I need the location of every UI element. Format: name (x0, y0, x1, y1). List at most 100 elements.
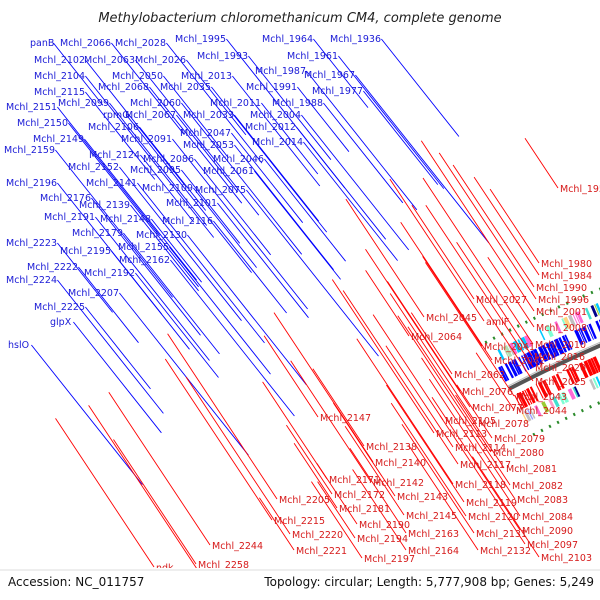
reverse-cog-segment (558, 393, 565, 405)
forward-gene-label: Mchl_2050 (112, 71, 163, 82)
reverse-gene-label: Mchl_2163 (408, 529, 459, 540)
forward-gene-label: Mchl_2047 (180, 128, 231, 139)
reverse-cds-segment (529, 386, 539, 402)
reverse-cog-segment (527, 409, 534, 420)
forward-cds-segment (578, 328, 586, 344)
reverse-gene-label: Mchl_2020 (535, 363, 586, 374)
reverse-gene-label: Mchl_2143 (397, 492, 448, 503)
backbone-arc (508, 343, 600, 391)
reverse-gene-label: Mchl_2244 (212, 541, 263, 552)
reverse-gene-leader (439, 415, 526, 545)
forward-cds-segment (558, 337, 568, 353)
forward-gene-leader (73, 321, 162, 434)
forward-gene-label: Mchl_2091 (121, 134, 172, 145)
reverse-gene-leader (456, 242, 533, 357)
forward-gene-label: Mchl_2152 (68, 162, 119, 173)
reverse-gene-label: Mchl_2062 (454, 370, 505, 381)
forward-gene-label: Mchl_2012 (245, 122, 296, 133)
reverse-gene-label: Mchl_2117 (460, 460, 511, 471)
reverse-gene-label: Mchl_2118 (455, 480, 506, 491)
reverse-gene-leader (431, 396, 521, 531)
forward-gene-label: Mchl_2035 (160, 82, 211, 93)
forward-gene-leader (323, 102, 404, 204)
reverse-gene-label: Mchl_2079 (494, 434, 545, 445)
forward-gene-label: Mchl_2225 (34, 302, 85, 313)
reverse-gene-leader (293, 443, 338, 509)
forward-gene-leader (109, 102, 208, 226)
reverse-cds-segment (571, 366, 581, 382)
reverse-gene-label: Mchl_2064 (411, 332, 462, 343)
reverse-gene-label: Mchl_2205 (279, 495, 330, 506)
forward-gene-leader (172, 138, 308, 310)
forward-cds-segment (582, 325, 592, 342)
reverse-cds-segment (592, 356, 600, 373)
reverse-gene-label: Mchl_2080 (493, 448, 544, 459)
forward-cog-segment (502, 346, 510, 358)
forward-gene-leader (163, 75, 229, 158)
forward-gene-leader (119, 292, 249, 456)
forward-gene-leader (234, 114, 320, 222)
reverse-gene-leader (167, 333, 278, 500)
forward-gene-leader (355, 74, 490, 243)
reverse-gene-label: Mchl_2197 (364, 554, 415, 565)
forward-gene-label: Mchl_2086 (143, 154, 194, 165)
reverse-gene-leader (312, 368, 365, 447)
forward-gene-leader (85, 306, 151, 390)
forward-cog-segment (595, 303, 600, 315)
reverse-gene-leader (428, 378, 521, 517)
forward-gene-leader (181, 102, 303, 255)
forward-gene-label: Mchl_2102 (34, 55, 85, 66)
reverse-gene-leader (389, 178, 485, 322)
forward-gene-leader (78, 266, 139, 343)
reverse-cds-segment (569, 367, 578, 383)
forward-gene-leader (170, 259, 295, 417)
forward-cds-segment (521, 355, 530, 371)
reverse-cds-segment (524, 389, 533, 405)
reverse-gene-leader (386, 384, 465, 503)
reverse-gene-leader (349, 448, 407, 534)
reverse-cog-segment (572, 387, 579, 398)
feature-tracks (497, 303, 600, 423)
forward-cog-segment (567, 314, 576, 327)
reverse-cds-segment (517, 391, 529, 408)
reverse-gene-leader (108, 392, 211, 546)
reverse-gene-label: Mchl_2041 (484, 342, 535, 353)
forward-gene-label: Mchl_2150 (17, 118, 68, 129)
reverse-gene-leader (476, 295, 534, 382)
forward-gene-label: Mchl_2075 (195, 185, 246, 196)
forward-cog-segment (574, 312, 581, 324)
forward-gene-leader (254, 170, 341, 280)
forward-cds-segment (504, 363, 514, 379)
forward-gene-leader (231, 132, 304, 223)
forward-cog-segment (504, 345, 513, 358)
reverse-cds-segment (583, 360, 594, 377)
reverse-gene-leader (88, 405, 197, 568)
forward-gene-leader (248, 55, 332, 160)
forward-gene-leader (149, 86, 243, 204)
reverse-gene-label: Mchl_2045 (426, 313, 477, 324)
reverse-cds-segment (551, 375, 560, 391)
forward-cds-segment (541, 344, 552, 361)
forward-gene-leader (85, 91, 156, 180)
forward-gene-leader (264, 158, 346, 262)
forward-gene-leader (85, 75, 215, 238)
forward-gene-label: Mchl_2061 (203, 166, 254, 177)
reverse-gene-label: Mchl_1953 (560, 184, 600, 195)
forward-gene-leader (176, 114, 239, 193)
reverse-gene-leader (372, 314, 444, 421)
forward-gene-label: Mchl_2109 (142, 183, 193, 194)
reverse-gene-label: Mchl_1984 (541, 271, 592, 282)
reverse-gene-label: Mchl_2138 (366, 442, 417, 453)
reverse-gene-leader (390, 402, 467, 517)
reverse-gene-label: Mchl_2221 (296, 546, 347, 557)
forward-gene-leader (57, 106, 161, 236)
reverse-cog-segment (551, 396, 560, 408)
reverse-cog-segment (567, 388, 576, 400)
forward-gene-label: Mchl_2151 (6, 102, 57, 113)
reverse-gene-label: Mchl_2113 (436, 429, 487, 440)
forward-cog-segment (524, 334, 533, 348)
reverse-gene-label: Mchl_2172 (334, 490, 385, 501)
forward-gene-leader (151, 218, 202, 283)
reverse-cog-segment (523, 410, 532, 422)
forward-gene-label: Mchl_1964 (262, 34, 313, 45)
